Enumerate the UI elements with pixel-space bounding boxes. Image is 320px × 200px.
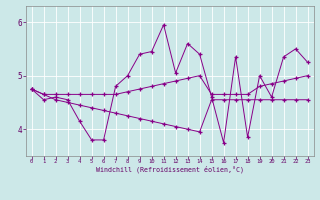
X-axis label: Windchill (Refroidissement éolien,°C): Windchill (Refroidissement éolien,°C) <box>96 166 244 173</box>
